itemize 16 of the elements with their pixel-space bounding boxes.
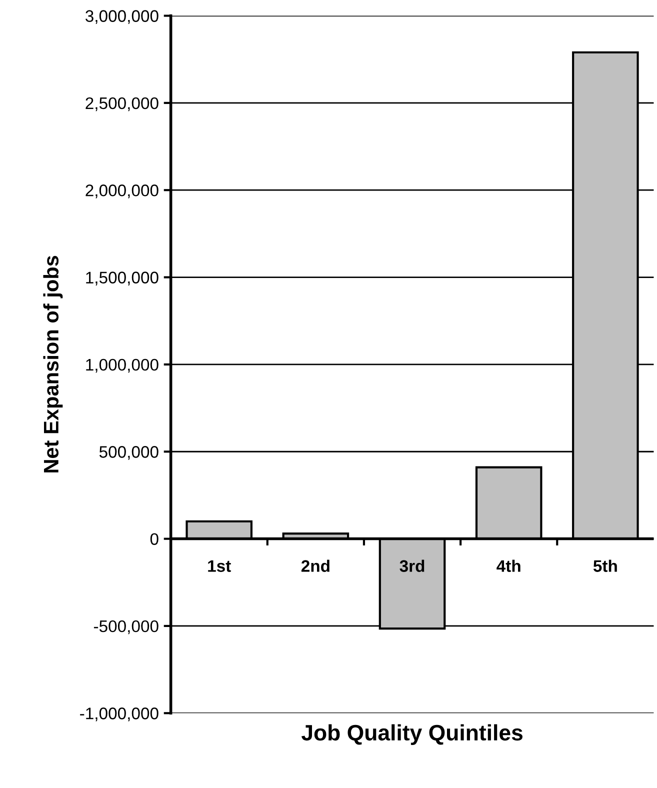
- y-tick-label: 2,500,000: [86, 97, 158, 112]
- y-tick-label: -1,000,000: [80, 708, 158, 722]
- x-tick-label: 3rd: [400, 560, 424, 572]
- x-axis-title: Job Quality Quintiles: [301, 724, 522, 745]
- x-tick-label: 2nd: [301, 560, 330, 572]
- y-tick-label: 1,000,000: [86, 358, 158, 373]
- x-tick-label: 5th: [593, 560, 617, 572]
- y-tick-label: 3,000,000: [86, 10, 158, 24]
- y-tick-label: 2,000,000: [86, 184, 158, 198]
- x-tick-label: 4th: [496, 560, 520, 572]
- y-tick-label: 500,000: [99, 446, 158, 460]
- y-axis-title: Net Expansion of jobs: [43, 256, 63, 472]
- y-tick-label: -500,000: [94, 620, 158, 634]
- y-tick-label: 1,500,000: [86, 272, 158, 286]
- x-tick-label: 1st: [208, 560, 231, 572]
- y-tick-label: 0: [150, 533, 158, 545]
